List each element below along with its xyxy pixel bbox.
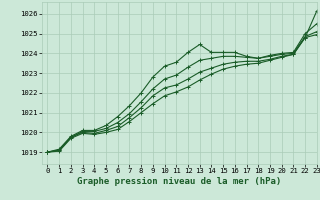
- X-axis label: Graphe pression niveau de la mer (hPa): Graphe pression niveau de la mer (hPa): [77, 177, 281, 186]
